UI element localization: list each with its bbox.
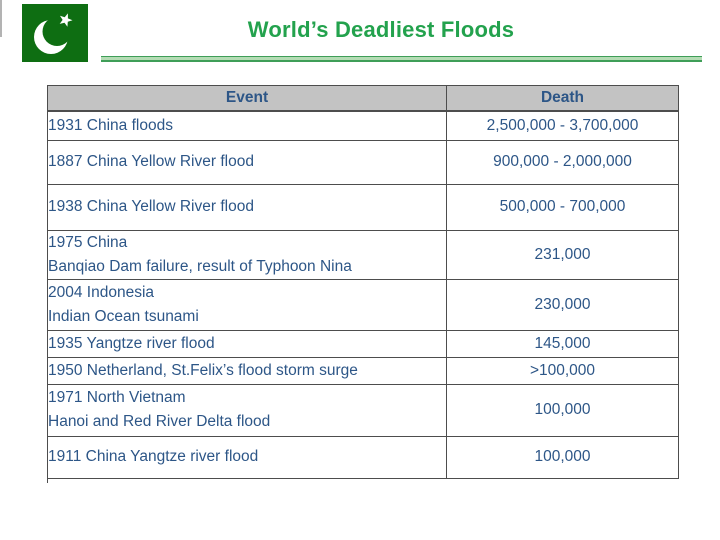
event-line: 1950 Netherland, St.Felix’s flood storm … [48,361,358,379]
death-cell: 100,000 [446,383,679,437]
event-cell: 2004 Indonesia Indian Ocean tsunami [47,278,447,331]
event-line: 1975 China [48,233,128,251]
column-header-event: Event [47,85,447,112]
table-row: 1938 China Yellow River flood 500,000 - 7… [47,183,679,231]
crescent-inner [42,17,72,46]
table-row: 1931 China floods 2,500,000 - 3,700,000 [47,110,679,141]
event-line: Hanoi and Red River Delta flood [48,413,271,430]
event-line: Indian Ocean tsunami [48,307,199,325]
event-line: 1971 North Vietnam [48,389,186,406]
death-cell: 145,000 [446,329,679,358]
event-cell: 1887 China Yellow River flood [47,139,447,185]
event-cell: 1938 China Yellow River flood [47,183,447,231]
death-cell: 230,000 [446,278,679,331]
event-line: 1938 China Yellow River flood [48,198,254,215]
event-cell: 1971 North Vietnam Hanoi and Red River De… [47,383,447,437]
column-header-death: Death [446,85,679,112]
table-row: 1935 Yangtze river flood 145,000 [47,329,679,358]
event-cell: 1931 China floods [47,110,447,141]
event-line: 1931 China floods [48,116,173,134]
left-edge-artifact [0,0,2,37]
event-cell: 1911 China Yangtze river flood [47,435,447,479]
death-cell: 900,000 - 2,000,000 [446,139,679,185]
death-cell: 2,500,000 - 3,700,000 [446,110,679,141]
page-title: World’s Deadliest Floods [247,17,515,42]
death-cell: >100,000 [446,356,679,385]
table-row: 1887 China Yellow River flood 900,000 - 2… [47,139,679,185]
event-line: 2004 Indonesia [48,283,155,301]
event-cell: 1975 China Banqiao Dam failure, result of… [47,229,447,280]
death-cell: 500,000 - 700,000 [446,183,679,231]
table-row: 2004 Indonesia Indian Ocean tsunami 230,00… [47,278,679,331]
event-line: 1935 Yangtze river flood [48,334,215,352]
event-line: 1887 China Yellow River flood [48,153,254,170]
event-line: Banqiao Dam failure, result of Typhoon N… [48,257,352,275]
table-row: 1950 Netherland, St.Felix’s flood storm … [47,356,679,385]
table-row: 1911 China Yangtze river flood 100,000 [47,435,679,479]
event-cell: 1950 Netherland, St.Felix’s flood storm … [47,356,447,385]
event-cell: 1935 Yangtze river flood [47,329,447,358]
table-row: 1971 North Vietnam Hanoi and Red River De… [47,383,679,437]
header-row: Event Death [47,85,679,112]
table-row: 1975 China Banqiao Dam failure, result of… [47,229,679,280]
title-underline [101,56,702,62]
star-icon [59,13,73,27]
pakistan-flag-icon [22,4,88,62]
deadliest-floods-table: Event Death 1931 China floods 2,500,000 -… [47,85,679,479]
death-cell: 100,000 [446,435,679,479]
flood-table-body: 1931 China floods 2,500,000 - 3,700,000 18… [47,110,679,479]
event-line: 1911 China Yangtze river flood [48,448,259,465]
death-cell: 231,000 [446,229,679,280]
table-border-tail [47,476,48,483]
table-header: Event Death [47,85,679,112]
